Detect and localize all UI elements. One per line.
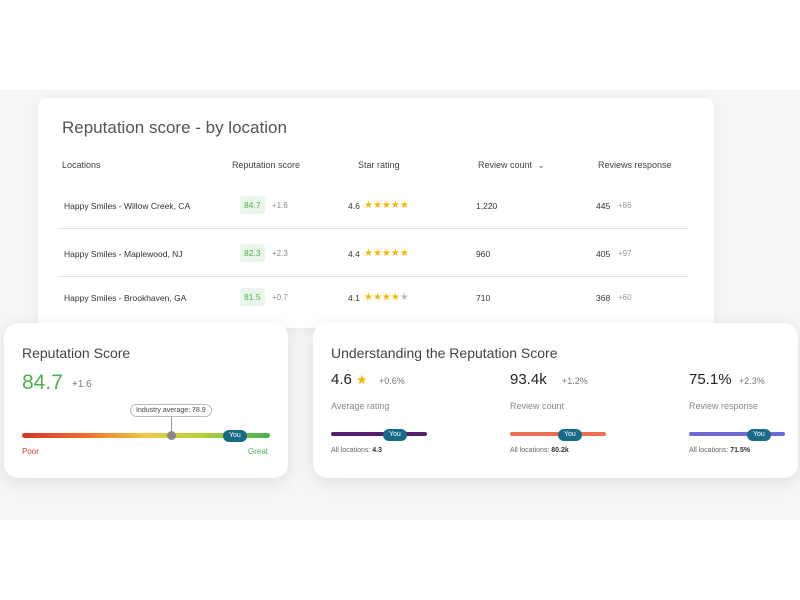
you-marker: You <box>383 429 407 441</box>
metric-delta: +2.3% <box>739 376 765 386</box>
all-locations-label: All locations: 80.2k <box>510 447 569 454</box>
star-rating-icons: ★★★★★ <box>364 232 409 276</box>
header-review-count-label: Review count <box>478 160 533 170</box>
score-delta: +1.6 <box>272 201 288 210</box>
star-icon: ★★★★ <box>364 292 400 303</box>
star-empty-icon: ★ <box>399 292 409 303</box>
great-label: Great <box>248 447 269 456</box>
reputation-score-value: 84.7 <box>22 371 63 394</box>
star-icon: ★★★★★ <box>364 248 409 259</box>
understanding-reputation-card: Understanding the Reputation Score 4.6 ★… <box>313 323 798 478</box>
response-delta: +97 <box>618 249 632 258</box>
reputation-gradient-bar <box>22 433 270 438</box>
table-row[interactable]: Happy Smiles - Maplewood, NJ 82.3 +2.3 4… <box>58 232 688 277</box>
score-badge: 84.7 <box>240 196 265 214</box>
review-count: 960 <box>476 249 491 259</box>
metric-label: Average rating <box>331 401 390 411</box>
metric-bar <box>331 432 427 436</box>
response-delta: +60 <box>618 293 632 302</box>
metric-delta: +0.6% <box>379 376 405 386</box>
reputation-score-delta: +1.6 <box>72 379 92 390</box>
table-row[interactable]: Happy Smiles - Willow Creek, CA 84.7 +1.… <box>58 184 688 229</box>
all-locations-label: All locations: 71.5% <box>689 447 751 454</box>
metric-bar <box>689 432 785 436</box>
star-value: 4.4 <box>348 249 360 259</box>
you-marker: You <box>223 430 247 442</box>
metric-value: 75.1% <box>689 371 732 388</box>
table-title: Reputation score - by location <box>62 118 287 137</box>
industry-average-line <box>171 417 172 433</box>
poor-label: Poor <box>22 447 39 456</box>
review-count: 710 <box>476 293 491 303</box>
understanding-card-title: Understanding the Reputation Score <box>331 345 558 361</box>
reputation-score-card: Reputation Score 84.7 +1.6 Industry aver… <box>4 323 288 478</box>
header-star-rating: Star rating <box>358 160 400 170</box>
star-rating-icons: ★★★★★ <box>364 184 409 228</box>
all-locations-label: All locations: 4.3 <box>331 447 382 454</box>
metric-value: 93.4k <box>510 371 547 388</box>
metric-label: Review count <box>510 401 565 411</box>
star-rating-icons: ★★★★★ <box>364 276 409 320</box>
metric-label: Review response <box>689 401 759 411</box>
metric-delta: +1.2% <box>562 376 588 386</box>
response-delta: +86 <box>618 201 632 210</box>
reputation-card-title: Reputation Score <box>22 345 131 361</box>
chevron-down-icon: ⌄ <box>537 160 546 170</box>
score-badge: 81.5 <box>240 288 265 306</box>
score-badge: 82.3 <box>240 244 265 262</box>
table-row[interactable]: Happy Smiles - Brookhaven, GA 81.5 +0.7 … <box>58 276 688 320</box>
industry-average-marker <box>167 431 176 440</box>
star-icon: ★★★★★ <box>364 200 409 211</box>
response-value: 368 <box>596 293 611 303</box>
header-reputation-score: Reputation score <box>232 160 301 170</box>
location-name: Happy Smiles - Maplewood, NJ <box>64 249 183 259</box>
response-value: 405 <box>596 249 611 259</box>
score-delta: +0.7 <box>272 293 288 302</box>
header-review-count[interactable]: Review count ⌄ <box>478 160 545 171</box>
industry-average-bubble: Industry average: 78.9 <box>130 404 212 417</box>
star-value: 4.1 <box>348 293 360 303</box>
score-delta: +2.3 <box>272 249 288 258</box>
star-value: 4.6 <box>348 201 360 211</box>
star-icon: ★ <box>356 372 368 387</box>
location-name: Happy Smiles - Brookhaven, GA <box>64 293 187 303</box>
response-value: 445 <box>596 201 611 211</box>
header-locations: Locations <box>62 160 101 170</box>
you-marker: You <box>558 429 582 441</box>
location-name: Happy Smiles - Willow Creek, CA <box>64 201 191 211</box>
reputation-by-location-card: Reputation score - by location Locations… <box>38 98 714 328</box>
header-reviews-response: Reviews response <box>598 160 672 170</box>
review-count: 1,220 <box>476 201 498 211</box>
metric-value: 4.6 ★ <box>331 371 368 388</box>
you-marker: You <box>747 429 771 441</box>
